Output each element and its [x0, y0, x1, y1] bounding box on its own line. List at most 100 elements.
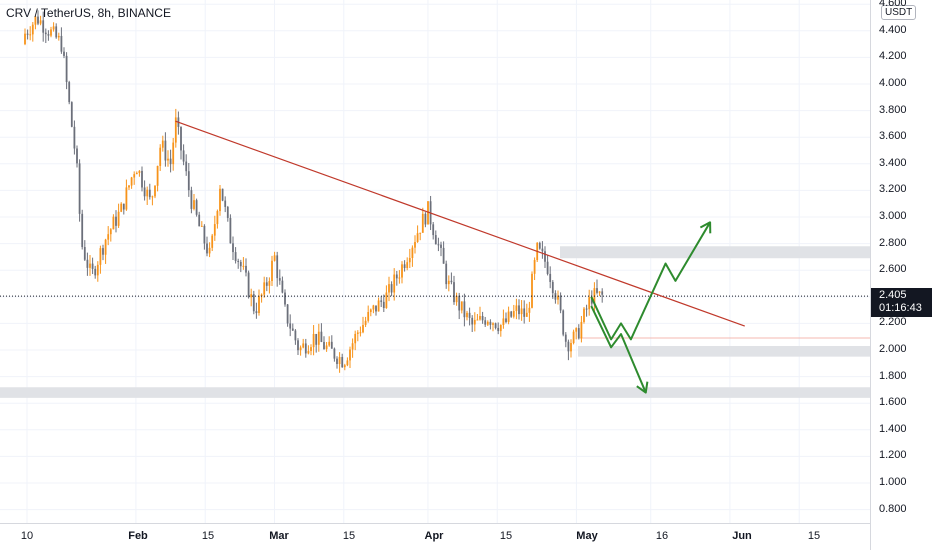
candle-body: [525, 312, 528, 317]
price-tick-label: 0.800: [879, 502, 907, 515]
candle-body: [143, 187, 146, 197]
candle-body: [284, 292, 286, 305]
candle-body: [109, 229, 112, 235]
price-tick-label: 4.400: [879, 23, 907, 36]
price-tick-label: 3.400: [879, 156, 907, 169]
candle-body: [476, 319, 479, 321]
candle-body: [60, 35, 63, 52]
time-tick-label: May: [576, 530, 598, 542]
candle-body: [44, 32, 47, 35]
candle-body: [219, 188, 221, 212]
candle-body: [336, 358, 338, 365]
candle-body: [533, 260, 536, 274]
candle-body: [31, 24, 34, 35]
candle-body: [164, 140, 167, 161]
candle-body: [338, 357, 341, 365]
candle-body: [180, 126, 182, 151]
candle-body: [559, 295, 562, 311]
candle-body: [455, 295, 458, 303]
candle-body: [125, 187, 128, 210]
time-tick-label: Apr: [424, 530, 444, 542]
candle-body: [445, 263, 448, 285]
candle-body: [512, 311, 515, 317]
candle-body: [577, 328, 580, 339]
candle-body: [182, 150, 185, 162]
time-tick-label: 15: [807, 530, 821, 542]
bullish-scenario-path: [590, 221, 711, 341]
price-tick-label: 3.800: [879, 103, 907, 116]
candle-body: [385, 292, 388, 309]
time-tick-label: 10: [20, 530, 34, 542]
currency-badge[interactable]: USDT: [881, 5, 917, 20]
candle-body: [289, 323, 292, 329]
candle-body: [492, 323, 494, 325]
candle-countdown: 01:16:43: [879, 302, 922, 314]
chart-area[interactable]: CRV / TetherUS, 8h, BINANCE: [0, 0, 870, 523]
candle-body: [333, 348, 336, 359]
price-tick-label: 1.600: [879, 396, 907, 409]
candle-body: [549, 273, 552, 282]
candle-body: [450, 280, 453, 283]
candle-body: [408, 258, 411, 263]
candle-body: [169, 158, 172, 165]
price-tick-label: 2.000: [879, 343, 907, 355]
descending-trendline: [175, 120, 745, 327]
candle-body: [460, 301, 463, 311]
time-tick-label: 15: [499, 530, 513, 542]
candle-body: [518, 305, 520, 315]
candle-body: [172, 142, 175, 165]
price-tick-label: 4.000: [879, 77, 907, 89]
candle-body: [245, 265, 247, 273]
candle-body: [102, 248, 104, 255]
candle-body: [317, 331, 320, 345]
candle-body: [250, 294, 253, 298]
candle-body: [323, 341, 325, 350]
candle-body: [122, 203, 125, 210]
candle-body: [68, 82, 71, 103]
candle-body: [447, 280, 450, 285]
candle-body: [115, 216, 117, 226]
candle-body: [393, 274, 396, 293]
candle-body: [302, 343, 305, 348]
candle-body: [507, 311, 510, 322]
candle-body: [208, 247, 211, 254]
candle-body: [310, 347, 312, 352]
candle-body: [551, 281, 554, 294]
candle-body: [70, 102, 73, 127]
candle-body: [73, 126, 76, 149]
candle-body: [174, 117, 177, 143]
candle-body: [29, 34, 32, 36]
candle-body: [276, 255, 279, 279]
candle-body: [351, 343, 354, 350]
candle-body: [146, 189, 149, 197]
candle-body: [255, 311, 258, 314]
candle-body: [57, 35, 60, 38]
candle-body: [34, 16, 37, 25]
candle-body: [193, 200, 195, 209]
candle-body: [232, 243, 234, 253]
candle-body: [567, 341, 570, 352]
chart-canvas[interactable]: [0, 0, 870, 523]
candle-body: [369, 309, 372, 313]
time-axis[interactable]: 10 Feb 15 Mar 15 Apr 15 May 16 Jun 15: [0, 523, 870, 550]
candle-body: [130, 177, 133, 186]
candle-body: [458, 295, 461, 311]
candle-body: [590, 297, 593, 304]
candle-body: [388, 284, 390, 293]
support-resistance-zone: [0, 387, 870, 398]
candle-body: [297, 340, 299, 351]
candle-body: [403, 264, 406, 269]
candle-body: [531, 273, 533, 308]
symbol-title[interactable]: CRV / TetherUS, 8h, BINANCE: [6, 6, 171, 20]
price-axis[interactable]: USDT 4.600 4.400 4.200 4.000 3.800 3.600 3.400…: [870, 0, 932, 550]
candle-body: [354, 333, 357, 344]
candle-body: [442, 247, 445, 264]
candle-body: [107, 234, 110, 240]
candle-body: [198, 214, 201, 227]
candle-body: [437, 244, 440, 246]
price-tick-label: 1.000: [879, 476, 907, 488]
candle-body: [588, 297, 591, 310]
candle-body: [601, 291, 604, 295]
candle-body: [83, 247, 86, 260]
candle-body: [148, 189, 151, 198]
